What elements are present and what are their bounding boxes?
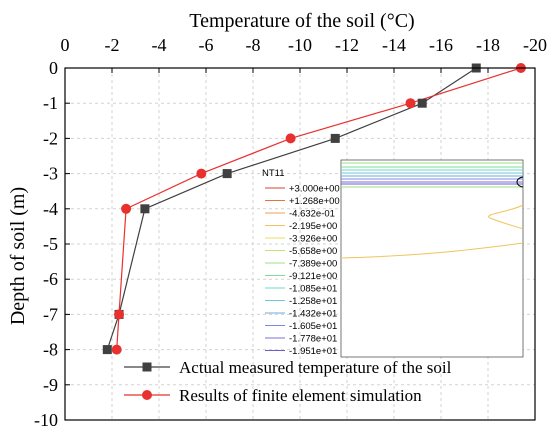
series-2-marker bbox=[405, 98, 416, 109]
series-2-marker bbox=[111, 344, 122, 355]
y-tick-label: -9 bbox=[43, 375, 58, 395]
x-tick-label: 0 bbox=[61, 35, 70, 55]
inset-legend-value: -4.632e-01 bbox=[289, 209, 335, 220]
y-tick-label: 0 bbox=[49, 58, 58, 78]
inset-legend-value: +3.000e+00 bbox=[289, 184, 340, 195]
inset-contour-box bbox=[340, 159, 524, 358]
y-tick-label: -1 bbox=[43, 93, 58, 113]
inset-legend-value: -1.085e+01 bbox=[289, 284, 337, 295]
inset-legend-value: -9.121e+00 bbox=[289, 271, 337, 282]
y-tick-label: -8 bbox=[43, 340, 58, 360]
y-tick-label: -10 bbox=[34, 410, 58, 430]
legend-marker-1 bbox=[142, 362, 152, 372]
y-tick-label: -2 bbox=[43, 128, 58, 148]
inset-legend-value: -1.951e+01 bbox=[289, 346, 337, 357]
series-1-marker bbox=[140, 204, 150, 214]
inset-contour-curve bbox=[488, 204, 524, 230]
y-tick-label: -7 bbox=[43, 304, 58, 324]
x-tick-label: -10 bbox=[288, 35, 312, 55]
inset-legend-value: -3.926e+00 bbox=[289, 234, 337, 245]
inset-legend-value: -1.432e+01 bbox=[289, 309, 337, 320]
series-layer bbox=[102, 63, 526, 355]
series-1-marker bbox=[222, 169, 232, 179]
x-tick-label: -2 bbox=[105, 35, 120, 55]
x-tick-label: -8 bbox=[246, 35, 261, 55]
series-2-marker bbox=[196, 168, 207, 179]
x-tick-label: -14 bbox=[382, 35, 406, 55]
y-axis-title: Depth of soil (m) bbox=[7, 187, 29, 325]
y-tick-label: -3 bbox=[43, 164, 58, 184]
fe-contour-inset: NT11 +3.000e+00+1.268e+00 -4.632e-01-2.195… bbox=[262, 159, 524, 358]
inset-legend-value: -7.389e+00 bbox=[289, 259, 337, 270]
x-tick-label: -16 bbox=[429, 35, 453, 55]
y-tick-label: -5 bbox=[43, 234, 58, 254]
series-2-marker bbox=[285, 133, 296, 144]
series-2-marker bbox=[114, 309, 125, 320]
inset-legend-value: -5.658e+00 bbox=[289, 246, 337, 257]
series-2-marker bbox=[121, 203, 132, 214]
series-1-marker bbox=[330, 133, 340, 143]
ticks: 0 -2 -4 -6 -8 -10 -12 -14 -16 -18 -20 0 -1 -2 -3 -4 -5 -6… bbox=[34, 35, 547, 430]
inset-legend-value: -1.605e+01 bbox=[289, 321, 337, 332]
series-1-marker bbox=[417, 98, 427, 108]
legend: Actual measured temperature of the soil R… bbox=[124, 358, 452, 405]
x-tick-label: -6 bbox=[199, 35, 214, 55]
inset-legend-value: -1.778e+01 bbox=[289, 334, 337, 345]
x-tick-label: -20 bbox=[523, 35, 547, 55]
inset-contour-curve bbox=[340, 242, 524, 259]
legend-marker-2 bbox=[142, 390, 152, 400]
legend-label-2: Results of finite element simulation bbox=[179, 386, 422, 405]
y-tick-label: -6 bbox=[43, 269, 58, 289]
legend-label-1: Actual measured temperature of the soil bbox=[179, 358, 452, 377]
x-axis-title: Temperature of the soil (°C) bbox=[189, 10, 414, 32]
x-tick-label: -12 bbox=[335, 35, 359, 55]
x-tick-label: -18 bbox=[476, 35, 500, 55]
y-tick-label: -4 bbox=[43, 199, 58, 219]
series-1-marker bbox=[102, 345, 112, 355]
inset-legend-value: +1.268e+00 bbox=[289, 196, 340, 207]
inset-title: NT11 bbox=[262, 168, 285, 179]
inset-legend-value: -2.195e+00 bbox=[289, 221, 337, 232]
inset-contour-curve bbox=[516, 176, 524, 188]
inset-legend-value: -1.258e+01 bbox=[289, 296, 337, 307]
x-tick-label: -4 bbox=[152, 35, 167, 55]
